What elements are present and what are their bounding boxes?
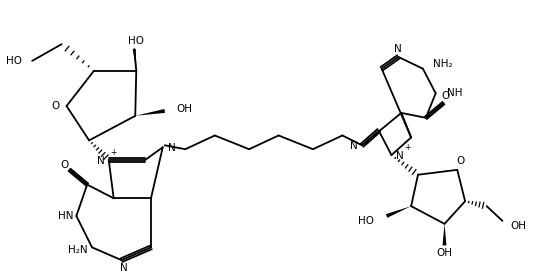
Text: NH: NH xyxy=(447,88,463,98)
Text: O: O xyxy=(60,160,68,170)
Text: HO: HO xyxy=(6,56,22,66)
Text: OH: OH xyxy=(177,104,193,114)
Text: OH: OH xyxy=(437,248,453,258)
Polygon shape xyxy=(442,224,447,245)
Text: +: + xyxy=(404,143,411,152)
Polygon shape xyxy=(133,49,136,71)
Text: N: N xyxy=(97,156,105,166)
Text: NH₂: NH₂ xyxy=(433,59,453,69)
Text: N: N xyxy=(350,141,358,151)
Text: H₂N: H₂N xyxy=(67,245,87,255)
Text: HO: HO xyxy=(358,216,374,226)
Text: HO: HO xyxy=(128,36,144,46)
Text: O: O xyxy=(441,91,449,101)
Text: N: N xyxy=(394,44,402,54)
Polygon shape xyxy=(135,109,165,116)
Text: N: N xyxy=(396,151,404,161)
Text: +: + xyxy=(110,148,116,157)
Polygon shape xyxy=(386,206,411,218)
Text: O: O xyxy=(456,156,464,166)
Text: N: N xyxy=(120,263,127,273)
Text: O: O xyxy=(51,101,60,111)
Text: OH: OH xyxy=(510,221,526,231)
Text: HN: HN xyxy=(58,211,73,221)
Text: N: N xyxy=(167,143,175,153)
